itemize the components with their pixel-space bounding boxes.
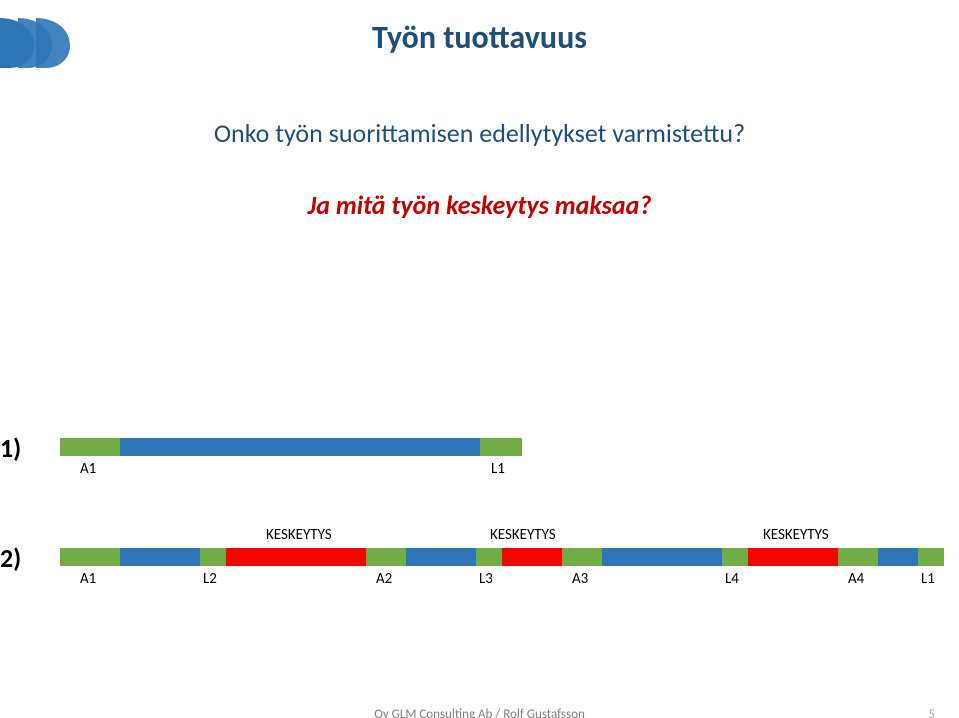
segment-label: A1	[80, 570, 96, 588]
row-number: 1)	[0, 432, 21, 464]
bar-segment	[838, 548, 878, 566]
row-number: 2)	[0, 542, 21, 574]
bar-segment	[480, 438, 522, 456]
page-number: 5	[928, 707, 935, 718]
bar-segment	[60, 548, 120, 566]
bar-segment	[200, 548, 226, 566]
segment-label: L2	[203, 570, 217, 588]
segment-label: L1	[491, 460, 505, 478]
bar-segment	[602, 548, 722, 566]
interrupt-label: KESKEYTYS	[763, 526, 829, 544]
segment-label: A4	[848, 570, 864, 588]
segment-label: L4	[725, 570, 739, 588]
subtitle2: Ja mitä työn keskeytys maksaa?	[0, 189, 959, 221]
bar-segment	[120, 548, 200, 566]
logo-icon	[0, 18, 70, 68]
bar-segment	[120, 438, 480, 456]
segment-label: A2	[376, 570, 392, 588]
chart-area: 1) A1L1 2) A1L2KESKEYTYSA2L3KESKEYTYSA3L…	[0, 438, 959, 548]
bar-segment	[748, 548, 838, 566]
bar-segment	[60, 438, 120, 456]
segment-label: A1	[80, 460, 96, 478]
bar-segment	[878, 548, 918, 566]
bar-segment	[366, 548, 406, 566]
bar-segment	[722, 548, 748, 566]
bar-segment	[918, 548, 944, 566]
subtitle: Onko työn suorittamisen edellytykset var…	[0, 117, 959, 149]
segment-label: L1	[921, 570, 935, 588]
segment-label: L3	[479, 570, 493, 588]
segment-label: A3	[572, 570, 588, 588]
bar-segment	[476, 548, 502, 566]
interrupt-label: KESKEYTYS	[266, 526, 332, 544]
interrupt-label: KESKEYTYS	[490, 526, 556, 544]
bar-segment	[502, 548, 562, 566]
footer-text: Oy GLM Consulting Ab / Rolf Gustafsson	[0, 707, 959, 718]
bar-segment	[226, 548, 366, 566]
bar-segment	[562, 548, 602, 566]
bar-segment	[406, 548, 476, 566]
page-title: Työn tuottavuus	[0, 18, 959, 57]
